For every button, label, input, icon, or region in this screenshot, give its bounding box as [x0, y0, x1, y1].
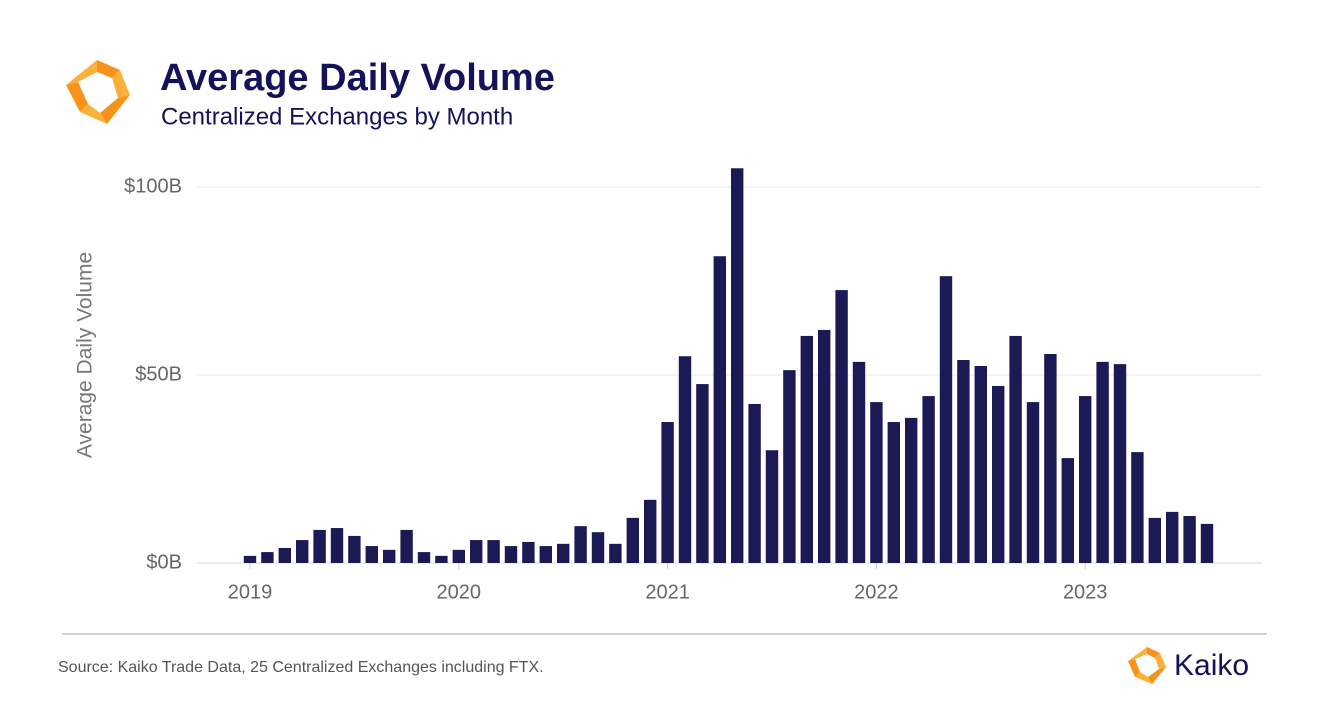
bar — [487, 540, 500, 563]
logo — [66, 60, 130, 124]
bar — [1183, 516, 1196, 563]
bar — [522, 541, 535, 563]
source-note: Source: Kaiko Trade Data, 25 Centralized… — [58, 659, 544, 676]
bar — [957, 360, 970, 563]
bar — [713, 256, 726, 563]
bar — [644, 499, 657, 563]
bar — [1009, 335, 1022, 563]
bar — [400, 529, 413, 563]
x-tick-label: 2020 — [437, 581, 482, 603]
bar — [939, 276, 953, 563]
bar — [1148, 517, 1161, 563]
y-tick-label: $0B — [146, 551, 182, 573]
bar — [974, 366, 987, 563]
bar — [626, 517, 639, 563]
bar — [313, 529, 326, 563]
bar — [1200, 523, 1214, 563]
bar — [870, 402, 883, 563]
bar — [435, 555, 448, 563]
bar — [261, 552, 274, 563]
bar — [696, 384, 709, 563]
x-tick-label: 2021 — [645, 581, 690, 603]
bar — [905, 417, 918, 563]
bar — [1096, 361, 1109, 563]
bar — [417, 552, 431, 563]
y-tick-label: $100B — [124, 175, 182, 197]
bar — [243, 555, 257, 563]
bar — [470, 540, 483, 563]
y-axis-label: Average Daily Volume — [74, 252, 97, 458]
bar — [800, 335, 813, 563]
bar — [748, 403, 761, 563]
bar — [296, 540, 309, 563]
x-tick-label: 2019 — [228, 581, 273, 603]
bar — [835, 290, 848, 563]
bar — [922, 396, 935, 563]
bar — [609, 543, 622, 563]
bar — [1166, 511, 1179, 563]
bar — [1026, 402, 1040, 563]
brand-name: Kaiko — [1174, 649, 1249, 682]
bar — [504, 546, 518, 563]
bar — [992, 385, 1005, 563]
bar — [731, 168, 744, 563]
bar — [1079, 396, 1092, 563]
bar — [574, 526, 587, 563]
bar — [1113, 364, 1127, 563]
bar — [557, 543, 570, 563]
bar — [1131, 452, 1144, 563]
bar — [365, 546, 378, 563]
bar — [783, 370, 796, 563]
brand-logo — [1128, 647, 1166, 684]
chart-subtitle: Centralized Exchanges by Month — [161, 103, 513, 130]
bar — [330, 528, 344, 563]
bar — [539, 546, 552, 563]
bar — [1061, 458, 1074, 563]
bar — [591, 532, 605, 563]
bar — [383, 549, 396, 563]
bar — [661, 422, 674, 563]
x-tick-label: 2023 — [1063, 581, 1108, 603]
chart-title: Average Daily Volume — [160, 57, 555, 99]
y-tick-label: $50B — [135, 363, 182, 385]
bar — [1044, 353, 1057, 563]
bar — [852, 361, 866, 563]
bar — [278, 547, 291, 563]
bar — [348, 535, 361, 563]
bar — [887, 422, 900, 563]
bar — [765, 450, 779, 563]
bar — [678, 356, 692, 563]
bar — [452, 549, 465, 563]
x-tick-label: 2022 — [854, 581, 899, 603]
bar — [818, 329, 831, 563]
